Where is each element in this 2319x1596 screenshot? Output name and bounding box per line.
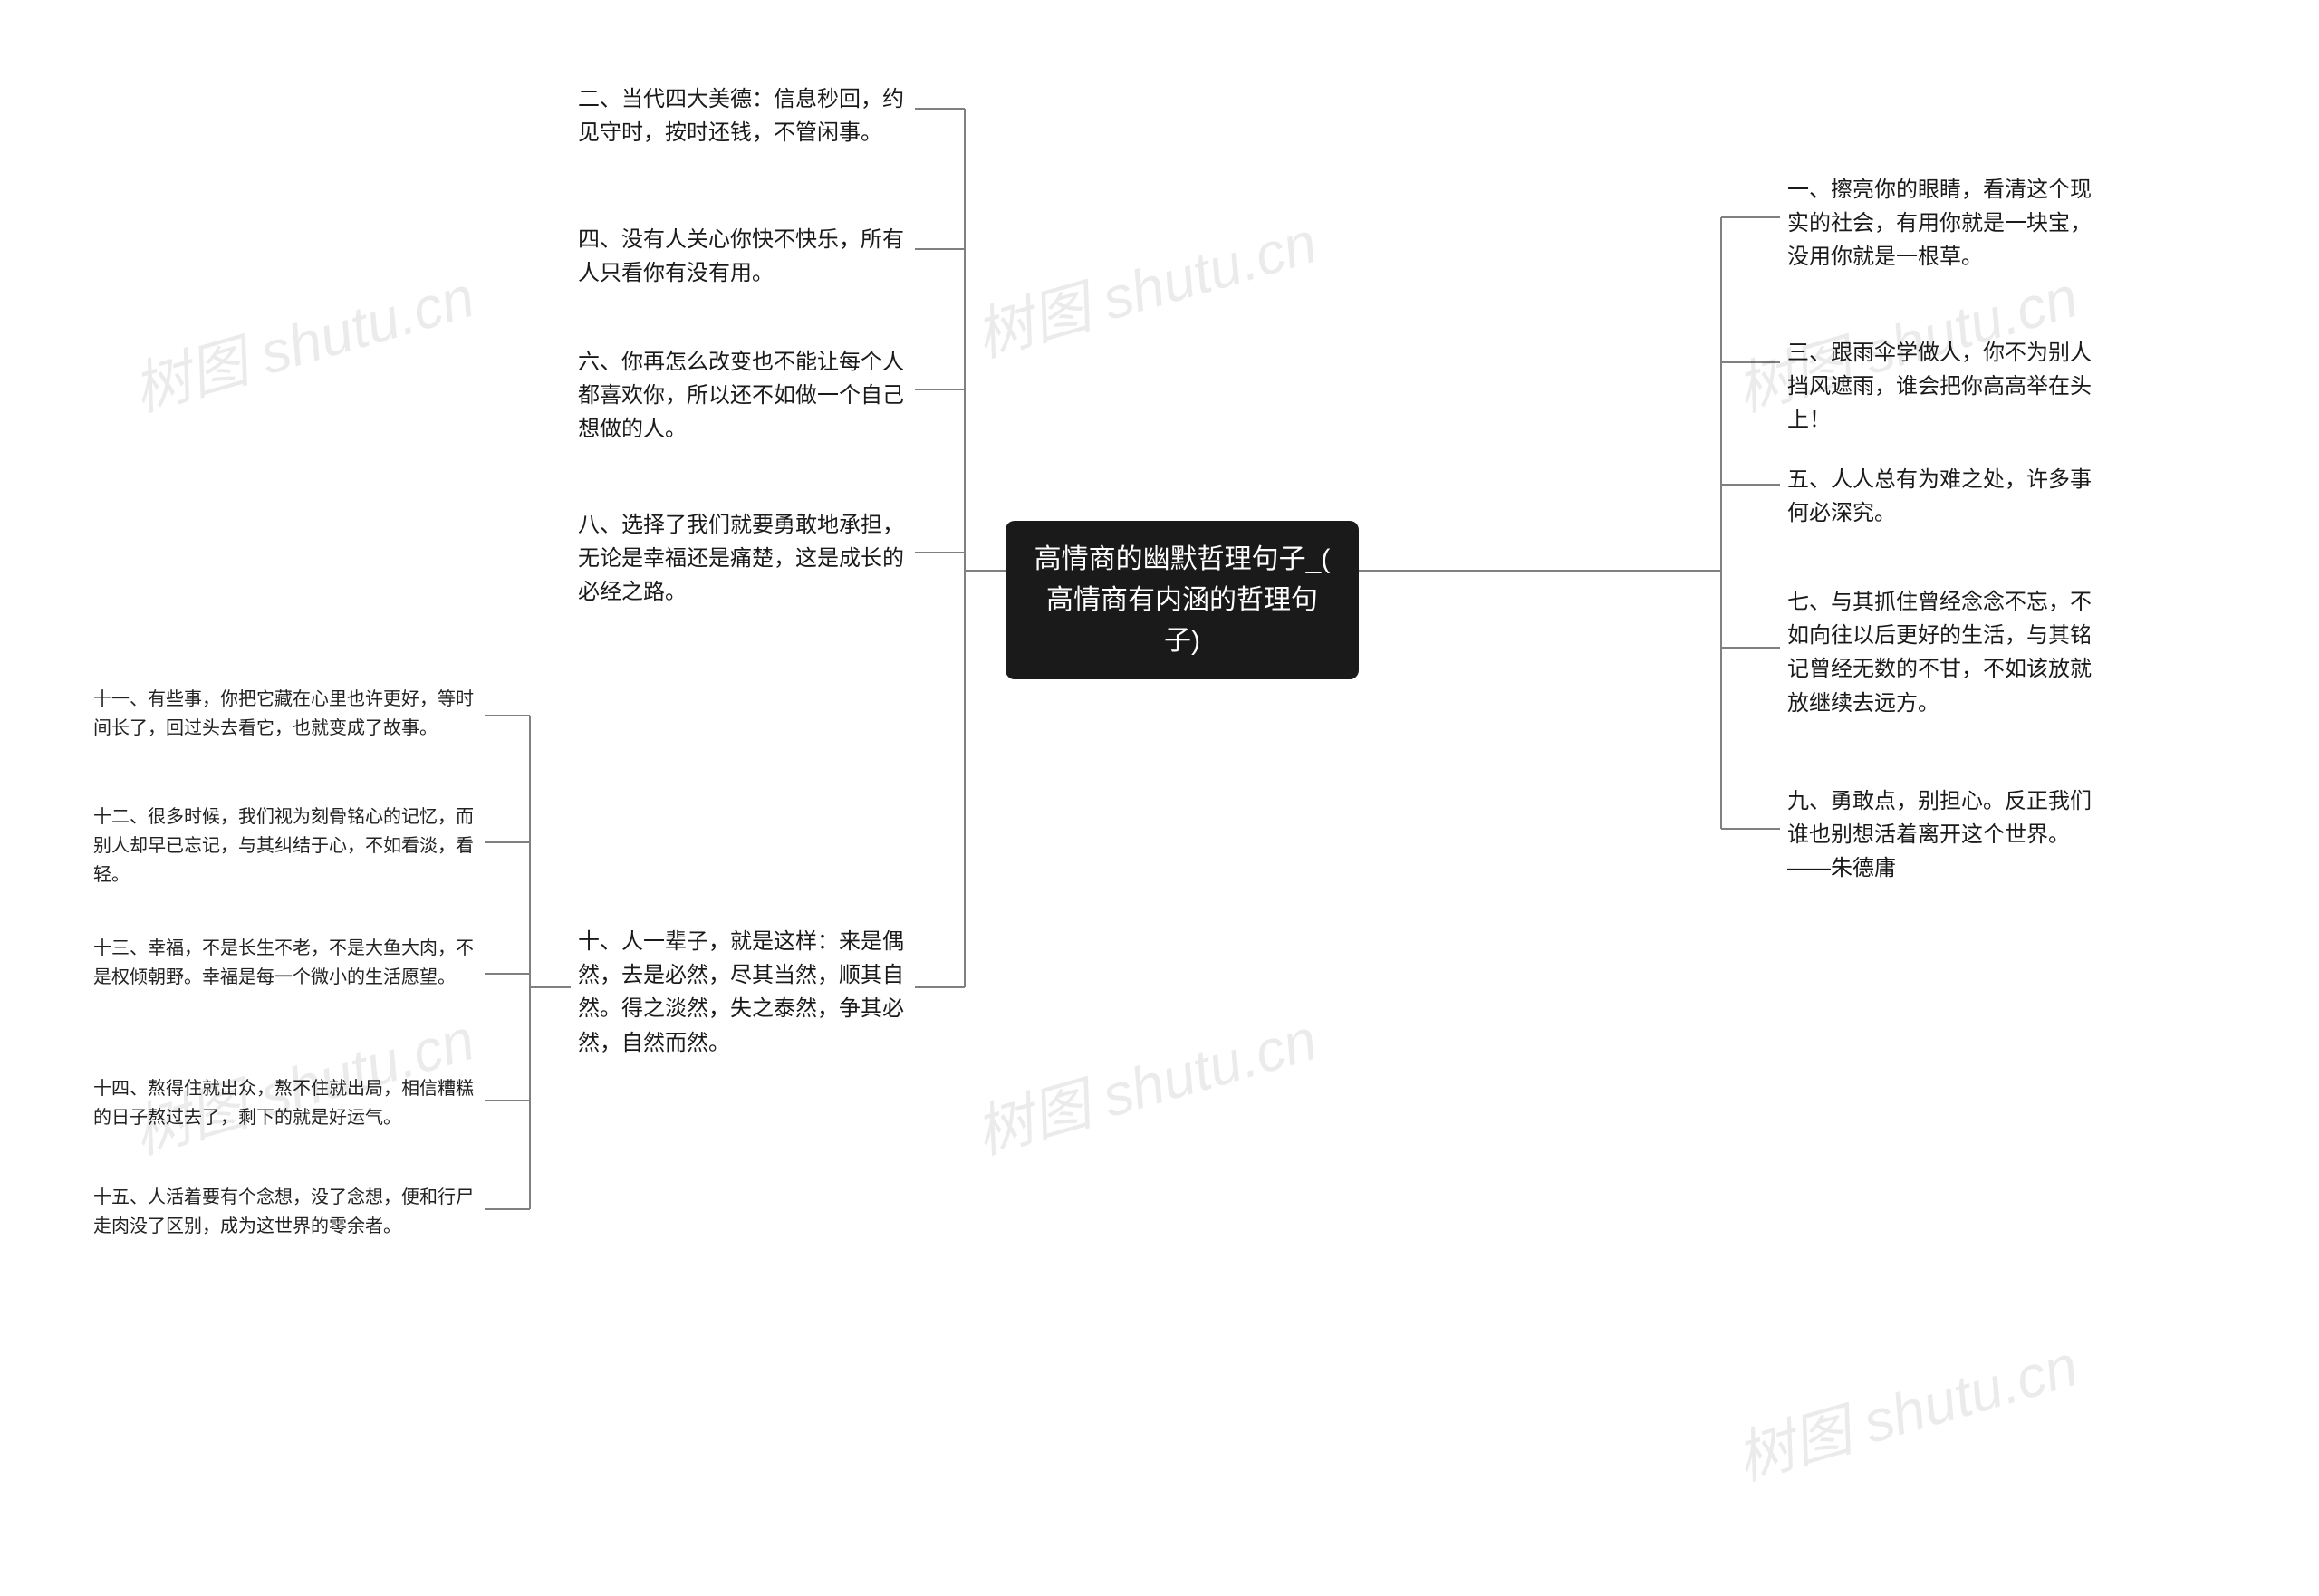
node-15: 十五、人活着要有个念想，没了念想，便和行尸走肉没了区别，成为这世界的零余者。 (86, 1178, 485, 1246)
node-7: 七、与其抓住曾经念念不忘，不如向往以后更好的生活，与其铭记曾经无数的不甘，不如该… (1780, 580, 2115, 726)
node-11: 十一、有些事，你把它藏在心里也许更好，等时间长了，回过头去看它，也就变成了故事。 (86, 679, 485, 748)
node-6: 六、你再怎么改变也不能让每个人都喜欢你，所以还不如做一个自己想做的人。 (571, 340, 915, 452)
root-line2: 高情商有内涵的哲理句子) (1046, 585, 1318, 656)
watermark: 树图 shutu.cn (122, 994, 483, 1170)
node-12: 十二、很多时候，我们视为刻骨铭心的记忆，而别人却早已忘记，与其纠结于心，不如看淡… (86, 797, 485, 895)
watermark: 树图 shutu.cn (965, 994, 1325, 1170)
node-13: 十三、幸福，不是长生不老，不是大鱼大肉，不是权倾朝野。幸福是每一个微小的生活愿望… (86, 928, 485, 997)
node-9: 九、勇敢点，别担心。反正我们谁也别想活着离开这个世界。――朱德庸 (1780, 779, 2115, 891)
mindmap-root: 高情商的幽默哲理句子_( 高情商有内涵的哲理句子) (1006, 521, 1359, 679)
watermark: 树图 shutu.cn (1726, 1320, 2086, 1496)
node-4: 四、没有人关心你快不快乐，所有人只看你有没有用。 (571, 217, 915, 295)
node-5: 五、人人总有为难之处，许多事何必深究。 (1780, 457, 2115, 535)
node-8: 八、选择了我们就要勇敢地承担，无论是幸福还是痛楚，这是成长的必经之路。 (571, 503, 915, 615)
root-line1: 高情商的幽默哲理句子_( (1034, 544, 1331, 574)
watermark: 树图 shutu.cn (122, 251, 483, 428)
watermark: 树图 shutu.cn (965, 197, 1325, 373)
node-2: 二、当代四大美德：信息秒回，约见守时，按时还钱，不管闲事。 (571, 77, 915, 155)
node-10: 十、人一辈子，就是这样：来是偶然，去是必然，尽其当然，顺其自然。得之淡然，失之泰… (571, 919, 915, 1065)
